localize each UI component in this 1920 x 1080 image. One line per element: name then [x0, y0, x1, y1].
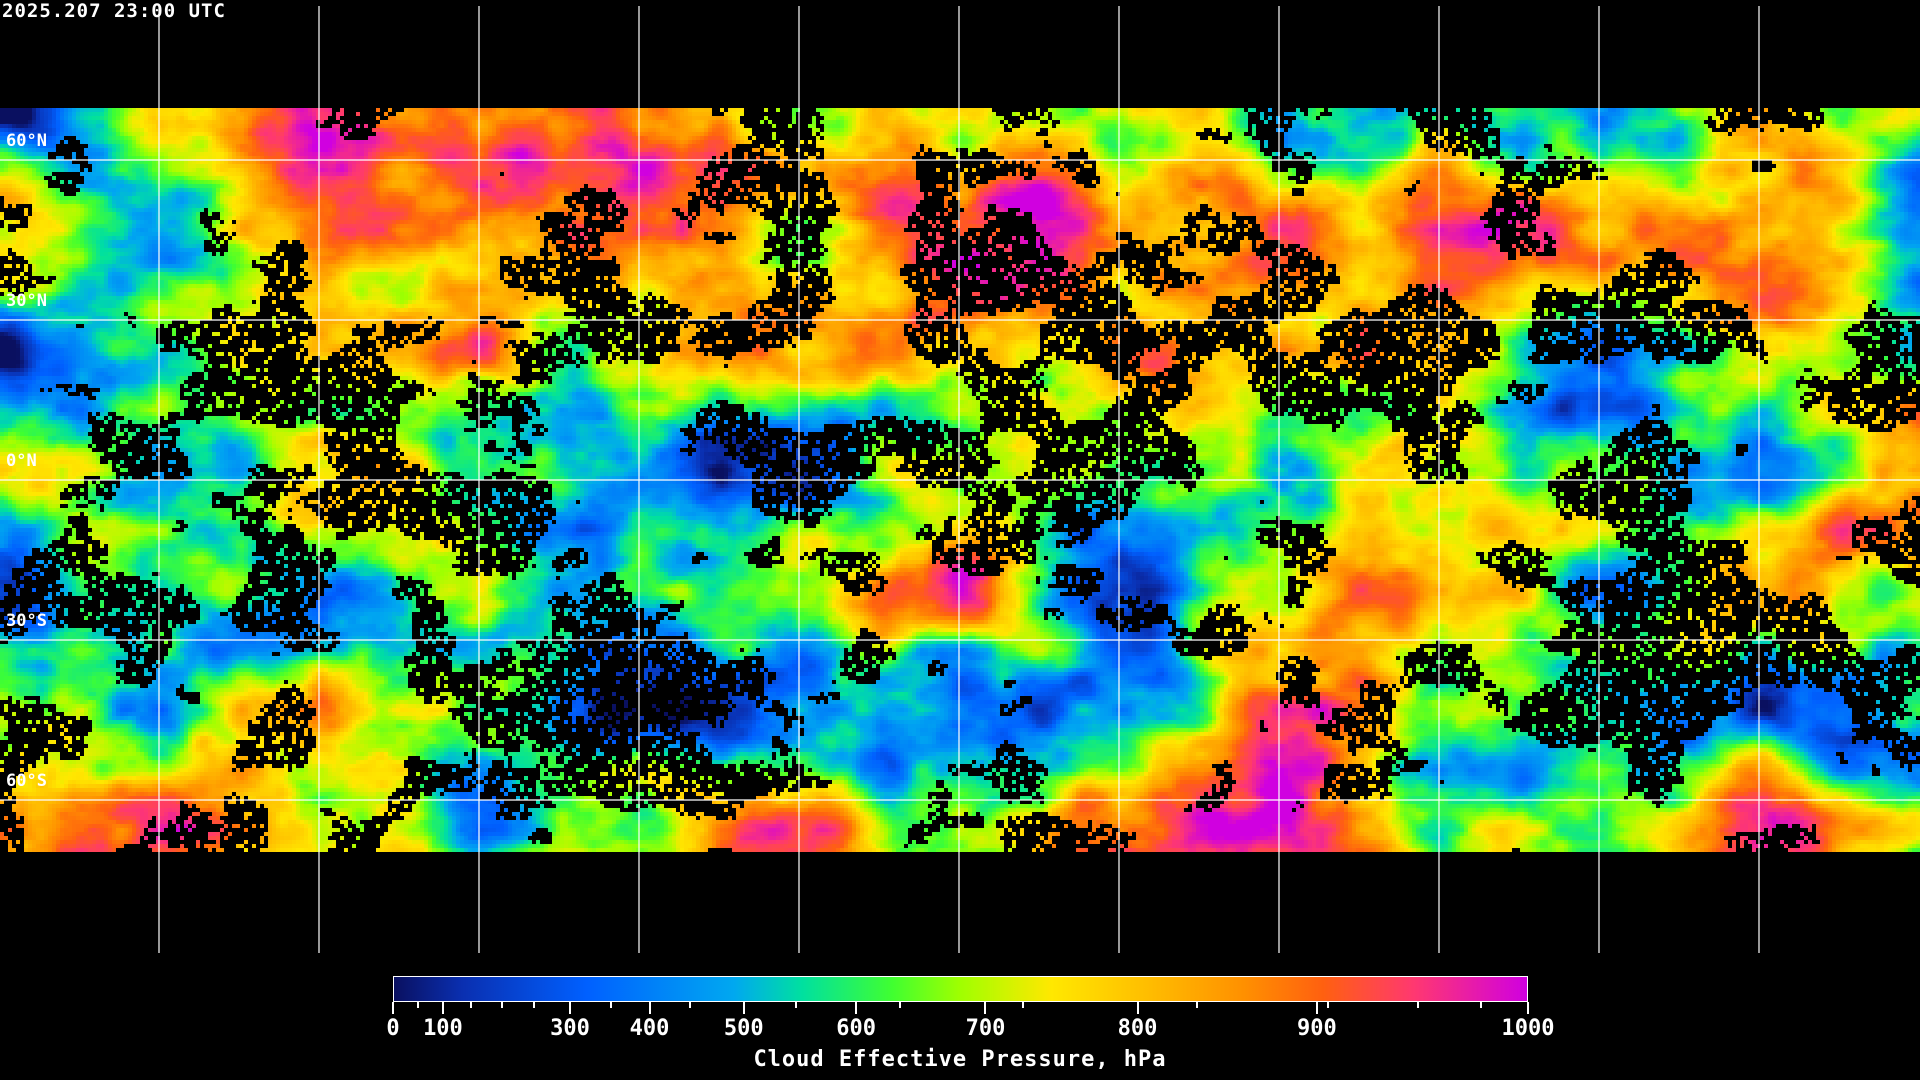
- colorbar-major-tick: [1136, 1002, 1139, 1014]
- colorbar-major-tick: [441, 1002, 444, 1014]
- colorbar-tick-label: 300: [550, 1016, 590, 1041]
- colorbar-minor-tick: [609, 1002, 612, 1008]
- colorbar-major-tick: [742, 1002, 745, 1014]
- colorbar-major-tick: [392, 1002, 394, 1014]
- colorbar-tick-label: 1000: [1501, 1016, 1555, 1041]
- colorbar-major-tick: [1527, 1002, 1529, 1014]
- colorbar-minor-tick: [532, 1002, 535, 1008]
- colorbar-minor-tick: [1480, 1002, 1483, 1008]
- colorbar-major-tick: [855, 1002, 858, 1014]
- graticule: [0, 6, 1920, 953]
- colorbar: [393, 976, 1528, 1002]
- colorbar-minor-tick: [899, 1002, 902, 1008]
- colorbar-minor-tick: [1021, 1002, 1024, 1008]
- colorbar-ticks: [392, 1002, 1529, 1014]
- colorbar-tick-label: 500: [723, 1016, 764, 1041]
- colorbar-minor-tick: [1195, 1002, 1198, 1008]
- colorbar-minor-tick: [689, 1002, 692, 1008]
- lat-label-0n: 0°N: [6, 451, 37, 471]
- colorbar-minor-tick: [794, 1002, 797, 1008]
- colorbar-tick-label: 400: [629, 1016, 670, 1041]
- timestamp-title: 2025.207 23:00 UTC: [2, 0, 226, 22]
- colorbar-minor-tick: [470, 1002, 473, 1008]
- colorbar-minor-tick: [416, 1002, 419, 1008]
- colorbar-tick-label: 700: [965, 1016, 1006, 1041]
- colorbar-minor-tick: [1327, 1002, 1330, 1008]
- colorbar-major-tick: [984, 1002, 987, 1014]
- colorbar-tick-label: 900: [1297, 1016, 1337, 1041]
- lat-label-30s: 30°S: [6, 611, 47, 631]
- lat-label-60n: 60°N: [6, 131, 47, 151]
- colorbar-major-tick: [648, 1002, 651, 1014]
- colorbar-minor-tick: [1416, 1002, 1419, 1008]
- colorbar-title: Cloud Effective Pressure, hPa: [753, 1047, 1167, 1072]
- colorbar-tick-label: 800: [1117, 1016, 1158, 1041]
- colorbar-major-tick: [1315, 1002, 1318, 1014]
- colorbar-minor-tick: [500, 1002, 503, 1008]
- colorbar-tick-label: 0: [386, 1016, 400, 1041]
- colorbar-tick-label: 100: [423, 1016, 463, 1041]
- lat-label-30n: 30°N: [6, 291, 47, 311]
- lat-label-60s: 60°S: [6, 771, 47, 791]
- cloud-pressure-map: [0, 6, 1920, 953]
- colorbar-major-tick: [569, 1002, 572, 1014]
- colorbar-tick-label: 600: [836, 1016, 876, 1041]
